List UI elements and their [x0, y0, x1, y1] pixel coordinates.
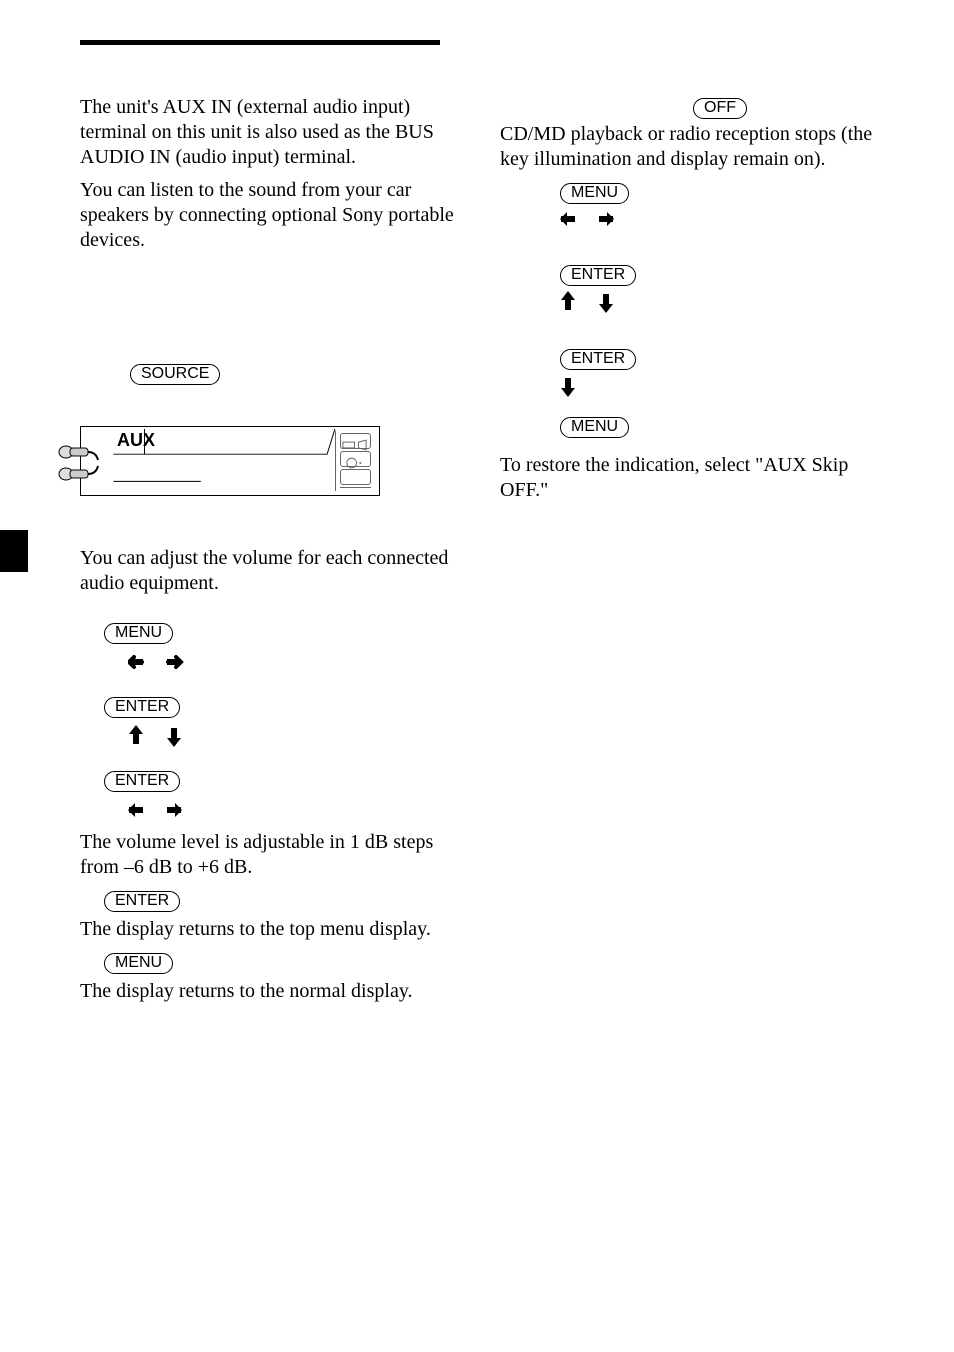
menu-button: MENU — [560, 417, 629, 438]
up-down-arrows-icon — [560, 291, 620, 313]
volume-note: The volume level is adjustable in 1 dB s… — [80, 830, 460, 880]
page-side-tab — [0, 530, 28, 572]
return-top-note: The display returns to the top menu disp… — [80, 917, 460, 942]
enter-button: ENTER — [104, 891, 180, 912]
restore-note: To restore the indication, select "AUX S… — [500, 453, 880, 503]
right-column: OFF CD/MD playback or radio reception st… — [500, 95, 880, 1012]
enter-button: ENTER — [560, 265, 636, 286]
down-arrow-icon — [560, 375, 580, 397]
audio-plug-icon — [56, 443, 106, 461]
return-normal-note: The display returns to the normal displa… — [80, 979, 460, 1004]
section-divider — [80, 40, 440, 45]
menu-button: MENU — [104, 623, 173, 644]
off-button: OFF — [693, 98, 747, 119]
left-right-arrows-icon — [128, 800, 188, 820]
off-note: CD/MD playback or radio reception stops … — [500, 122, 880, 172]
up-down-arrows-icon — [128, 725, 188, 747]
enter-button: ENTER — [104, 771, 180, 792]
menu-button: MENU — [104, 953, 173, 974]
enter-button: ENTER — [104, 697, 180, 718]
intro-paragraph-2: You can listen to the sound from your ca… — [80, 178, 460, 253]
enter-button: ENTER — [560, 349, 636, 370]
aux-display-illustration: AUX — [80, 426, 380, 496]
audio-plug-icon — [56, 465, 106, 483]
left-right-arrows-icon — [560, 209, 620, 229]
adjust-intro: You can adjust the volume for each conne… — [80, 546, 460, 596]
source-button: SOURCE — [130, 364, 220, 385]
aux-display-label: AUX — [117, 429, 155, 452]
left-right-arrows-icon — [128, 652, 188, 672]
left-column: The unit's AUX IN (external audio input)… — [80, 95, 460, 1012]
menu-button: MENU — [560, 183, 629, 204]
intro-paragraph-1: The unit's AUX IN (external audio input)… — [80, 95, 460, 170]
